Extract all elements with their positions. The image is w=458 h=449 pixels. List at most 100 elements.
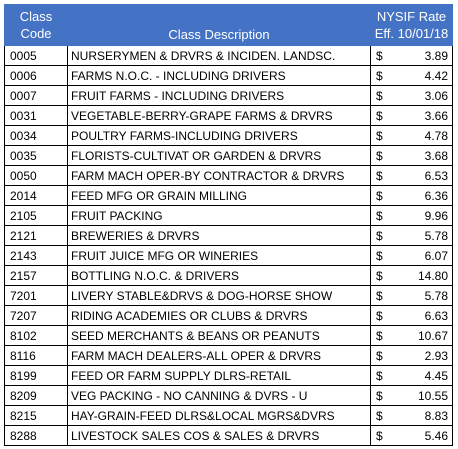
- class-code-cell: 7201: [4, 285, 68, 306]
- table-row: 0006 FARMS N.O.C. - INCLUDING DRIVERS $4.4…: [4, 65, 453, 86]
- class-description-cell: VEGETABLE-BERRY-GRAPE FARMS & DRVRS: [67, 105, 371, 126]
- currency-symbol-cell: $: [370, 285, 409, 306]
- class-code-cell: 2157: [4, 265, 68, 286]
- header-rate-line2: Eff. 10/01/18: [374, 26, 449, 41]
- class-description-cell: FEED MFG OR GRAIN MILLING: [67, 185, 371, 206]
- rate-value-cell: 4.42: [408, 65, 453, 86]
- class-code-cell: 2014: [4, 185, 68, 206]
- class-code-cell: 8199: [4, 365, 68, 386]
- currency-symbol-cell: $: [370, 85, 409, 106]
- currency-symbol-cell: $: [370, 185, 409, 206]
- table-row: 8209 VEG PACKING - NO CANNING & DVRS - U $…: [4, 385, 453, 406]
- header-code-line2: Code: [20, 26, 52, 41]
- table-row: 8215 HAY-GRAIN-FEED DLRS&LOCAL MGRS&DVRS $…: [4, 405, 453, 426]
- currency-symbol-cell: $: [370, 265, 409, 286]
- class-description-cell: FRUIT FARMS - INCLUDING DRIVERS: [67, 85, 371, 106]
- table-row: 8199 FEED OR FARM SUPPLY DLRS-RETAIL $4.45: [4, 365, 453, 386]
- class-description-cell: RIDING ACADEMIES OR CLUBS & DRVRS: [67, 305, 371, 326]
- table-row: 8288 LIVESTOCK SALES COS & SALES & DRVRS $…: [4, 425, 453, 446]
- rate-value-cell: 6.36: [408, 185, 453, 206]
- rate-value-cell: 8.83: [408, 405, 453, 426]
- class-code-cell: 0035: [4, 145, 68, 166]
- table-row: 0031 VEGETABLE-BERRY-GRAPE FARMS & DRVRS $…: [4, 105, 453, 126]
- currency-symbol-cell: $: [370, 65, 409, 86]
- header-class-code: Class Code: [4, 4, 68, 46]
- currency-symbol-cell: $: [370, 225, 409, 246]
- currency-symbol-cell: $: [370, 45, 409, 66]
- class-description-cell: FRUIT JUICE MFG OR WINERIES: [67, 245, 371, 266]
- rate-value-cell: 10.55: [408, 385, 453, 406]
- rate-value-cell: 3.89: [408, 45, 453, 66]
- rate-value-cell: 4.78: [408, 125, 453, 146]
- rate-value-cell: 6.63: [408, 305, 453, 326]
- table-body: 0005 NURSERYMEN & DRVRS & INCIDEN. LANDSC…: [4, 45, 453, 446]
- rate-value-cell: 5.78: [408, 225, 453, 246]
- table-row: 2157 BOTTLING N.O.C. & DRIVERS $14.80: [4, 265, 453, 286]
- class-description-cell: LIVESTOCK SALES COS & SALES & DRVRS: [67, 425, 371, 446]
- class-description-cell: FEED OR FARM SUPPLY DLRS-RETAIL: [67, 365, 371, 386]
- class-code-cell: 0006: [4, 65, 68, 86]
- table-row: 8102 SEED MERCHANTS & BEANS OR PEANUTS $10…: [4, 325, 453, 346]
- class-description-cell: SEED MERCHANTS & BEANS OR PEANUTS: [67, 325, 371, 346]
- class-description-cell: HAY-GRAIN-FEED DLRS&LOCAL MGRS&DVRS: [67, 405, 371, 426]
- class-code-cell: 0007: [4, 85, 68, 106]
- class-code-cell: 0050: [4, 165, 68, 186]
- table-row: 8116 FARM MACH DEALERS-ALL OPER & DRVRS $2…: [4, 345, 453, 366]
- currency-symbol-cell: $: [370, 125, 409, 146]
- class-code-cell: 0034: [4, 125, 68, 146]
- table-row: 7201 LIVERY STABLE&DRVS & DOG-HORSE SHOW $…: [4, 285, 453, 306]
- currency-symbol-cell: $: [370, 105, 409, 126]
- rate-value-cell: 6.53: [408, 165, 453, 186]
- currency-symbol-cell: $: [370, 385, 409, 406]
- currency-symbol-cell: $: [370, 325, 409, 346]
- class-code-cell: 7207: [4, 305, 68, 326]
- class-description-cell: FLORISTS-CULTIVAT OR GARDEN & DRVRS: [67, 145, 371, 166]
- rate-value-cell: 5.78: [408, 285, 453, 306]
- class-code-cell: 8116: [4, 345, 68, 366]
- table-row: 0034 POULTRY FARMS-INCLUDING DRIVERS $4.78: [4, 125, 453, 146]
- class-description-cell: BOTTLING N.O.C. & DRIVERS: [67, 265, 371, 286]
- table-row: 0005 NURSERYMEN & DRVRS & INCIDEN. LANDSC…: [4, 45, 453, 66]
- table-row: 0007 FRUIT FARMS - INCLUDING DRIVERS $3.06: [4, 85, 453, 106]
- header-code-line1: Class: [19, 9, 53, 24]
- currency-symbol-cell: $: [370, 145, 409, 166]
- rate-value-cell: 3.06: [408, 85, 453, 106]
- currency-symbol-cell: $: [370, 405, 409, 426]
- class-description-cell: FRUIT PACKING: [67, 205, 371, 226]
- class-description-cell: NURSERYMEN & DRVRS & INCIDEN. LANDSC.: [67, 45, 371, 66]
- class-code-cell: 2105: [4, 205, 68, 226]
- header-class-description: Class Description: [67, 4, 371, 46]
- class-code-cell: 2121: [4, 225, 68, 246]
- class-description-cell: LIVERY STABLE&DRVS & DOG-HORSE SHOW: [67, 285, 371, 306]
- currency-symbol-cell: $: [370, 165, 409, 186]
- class-code-cell: 8209: [4, 385, 68, 406]
- currency-symbol-cell: $: [370, 345, 409, 366]
- table-row: 0050 FARM MACH OPER-BY CONTRACTOR & DRVRS…: [4, 165, 453, 186]
- rate-value-cell: 3.66: [408, 105, 453, 126]
- rate-value-cell: 5.46: [408, 425, 453, 446]
- rate-value-cell: 2.93: [408, 345, 453, 366]
- class-code-cell: 0031: [4, 105, 68, 126]
- rate-value-cell: 9.96: [408, 205, 453, 226]
- class-description-cell: VEG PACKING - NO CANNING & DVRS - U: [67, 385, 371, 406]
- class-description-cell: POULTRY FARMS-INCLUDING DRIVERS: [67, 125, 371, 146]
- rate-value-cell: 3.68: [408, 145, 453, 166]
- table-row: 2121 BREWERIES & DRVRS $5.78: [4, 225, 453, 246]
- class-code-cell: 8288: [4, 425, 68, 446]
- header-rate-line1: NYSIF Rate: [376, 9, 447, 24]
- class-description-cell: FARMS N.O.C. - INCLUDING DRIVERS: [67, 65, 371, 86]
- header-row: Class Code Class Description NYSIF Rate …: [4, 4, 453, 46]
- table-row: 2014 FEED MFG OR GRAIN MILLING $6.36: [4, 185, 453, 206]
- rate-value-cell: 14.80: [408, 265, 453, 286]
- currency-symbol-cell: $: [370, 245, 409, 266]
- class-description-cell: FARM MACH OPER-BY CONTRACTOR & DRVRS: [67, 165, 371, 186]
- class-code-cell: 8102: [4, 325, 68, 346]
- currency-symbol-cell: $: [370, 425, 409, 446]
- header-nysif-rate: NYSIF Rate Eff. 10/01/18: [370, 4, 453, 46]
- table-row: 7207 RIDING ACADEMIES OR CLUBS & DRVRS $6.…: [4, 305, 453, 326]
- table-header: Class Code Class Description NYSIF Rate …: [4, 4, 453, 46]
- rate-value-cell: 4.45: [408, 365, 453, 386]
- currency-symbol-cell: $: [370, 365, 409, 386]
- rate-table-container: Class Code Class Description NYSIF Rate …: [4, 4, 453, 446]
- class-code-cell: 8215: [4, 405, 68, 426]
